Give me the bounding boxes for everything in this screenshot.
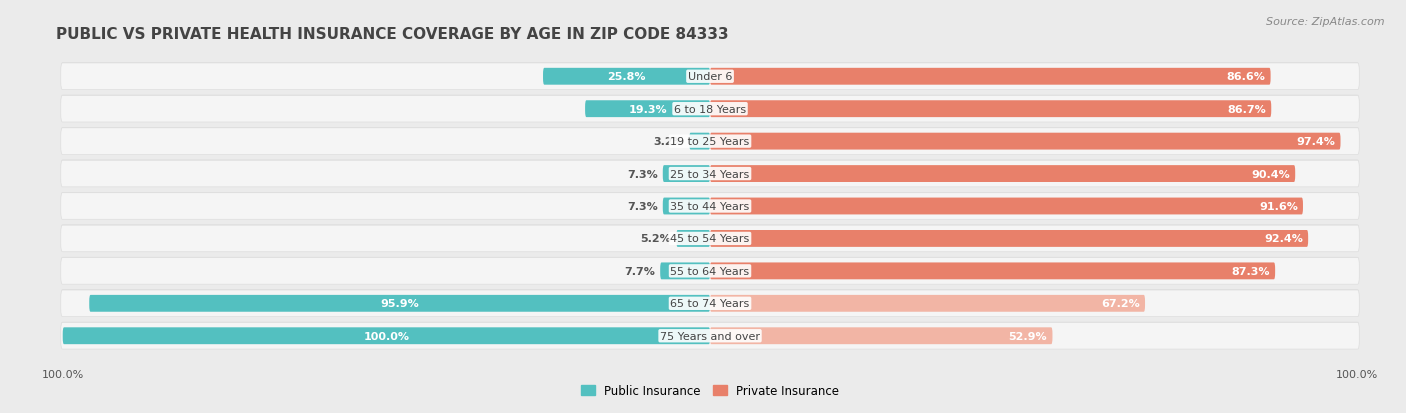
Text: 95.9%: 95.9%: [380, 299, 419, 309]
FancyBboxPatch shape: [60, 322, 1360, 349]
Text: 97.4%: 97.4%: [1296, 137, 1336, 147]
Text: 90.4%: 90.4%: [1251, 169, 1291, 179]
FancyBboxPatch shape: [60, 192, 1360, 219]
FancyBboxPatch shape: [60, 258, 1360, 285]
Text: 52.9%: 52.9%: [1008, 331, 1047, 341]
FancyBboxPatch shape: [63, 328, 710, 344]
FancyBboxPatch shape: [710, 133, 1340, 150]
Text: PUBLIC VS PRIVATE HEALTH INSURANCE COVERAGE BY AGE IN ZIP CODE 84333: PUBLIC VS PRIVATE HEALTH INSURANCE COVER…: [56, 26, 728, 41]
FancyBboxPatch shape: [662, 166, 710, 183]
FancyBboxPatch shape: [662, 198, 710, 215]
Text: 19 to 25 Years: 19 to 25 Years: [671, 137, 749, 147]
Text: 67.2%: 67.2%: [1101, 299, 1140, 309]
Text: Source: ZipAtlas.com: Source: ZipAtlas.com: [1267, 17, 1385, 26]
FancyBboxPatch shape: [60, 290, 1360, 317]
Text: 7.3%: 7.3%: [627, 202, 658, 211]
FancyBboxPatch shape: [60, 323, 1360, 349]
FancyBboxPatch shape: [60, 128, 1360, 154]
FancyBboxPatch shape: [710, 263, 1275, 280]
Text: 91.6%: 91.6%: [1258, 202, 1298, 211]
FancyBboxPatch shape: [689, 133, 710, 150]
Text: Under 6: Under 6: [688, 72, 733, 82]
FancyBboxPatch shape: [60, 160, 1360, 187]
FancyBboxPatch shape: [710, 166, 1295, 183]
Text: 6 to 18 Years: 6 to 18 Years: [673, 104, 747, 114]
FancyBboxPatch shape: [710, 69, 1271, 85]
FancyBboxPatch shape: [60, 63, 1360, 90]
FancyBboxPatch shape: [60, 95, 1360, 122]
Text: 3.2%: 3.2%: [654, 137, 685, 147]
FancyBboxPatch shape: [60, 290, 1360, 316]
Legend: Public Insurance, Private Insurance: Public Insurance, Private Insurance: [576, 379, 844, 401]
Text: 100.0%: 100.0%: [363, 331, 409, 341]
Text: 25 to 34 Years: 25 to 34 Years: [671, 169, 749, 179]
Text: 7.7%: 7.7%: [624, 266, 655, 276]
FancyBboxPatch shape: [89, 295, 710, 312]
FancyBboxPatch shape: [60, 96, 1360, 123]
FancyBboxPatch shape: [710, 295, 1144, 312]
FancyBboxPatch shape: [60, 64, 1360, 90]
FancyBboxPatch shape: [676, 230, 710, 247]
FancyBboxPatch shape: [710, 101, 1271, 118]
Text: 5.2%: 5.2%: [641, 234, 671, 244]
Text: 25.8%: 25.8%: [607, 72, 645, 82]
FancyBboxPatch shape: [710, 328, 1053, 344]
FancyBboxPatch shape: [60, 161, 1360, 188]
FancyBboxPatch shape: [60, 257, 1360, 284]
Text: 7.3%: 7.3%: [627, 169, 658, 179]
Text: 55 to 64 Years: 55 to 64 Years: [671, 266, 749, 276]
FancyBboxPatch shape: [60, 128, 1360, 155]
FancyBboxPatch shape: [710, 198, 1303, 215]
FancyBboxPatch shape: [60, 225, 1360, 252]
Text: 45 to 54 Years: 45 to 54 Years: [671, 234, 749, 244]
Text: 86.6%: 86.6%: [1226, 72, 1265, 82]
FancyBboxPatch shape: [60, 225, 1360, 252]
FancyBboxPatch shape: [710, 230, 1308, 247]
FancyBboxPatch shape: [60, 193, 1360, 220]
Text: 75 Years and over: 75 Years and over: [659, 331, 761, 341]
Text: 92.4%: 92.4%: [1264, 234, 1303, 244]
FancyBboxPatch shape: [661, 263, 710, 280]
Text: 86.7%: 86.7%: [1227, 104, 1265, 114]
FancyBboxPatch shape: [543, 69, 710, 85]
Text: 65 to 74 Years: 65 to 74 Years: [671, 299, 749, 309]
FancyBboxPatch shape: [585, 101, 710, 118]
Text: 35 to 44 Years: 35 to 44 Years: [671, 202, 749, 211]
Text: 87.3%: 87.3%: [1232, 266, 1270, 276]
Text: 19.3%: 19.3%: [628, 104, 666, 114]
